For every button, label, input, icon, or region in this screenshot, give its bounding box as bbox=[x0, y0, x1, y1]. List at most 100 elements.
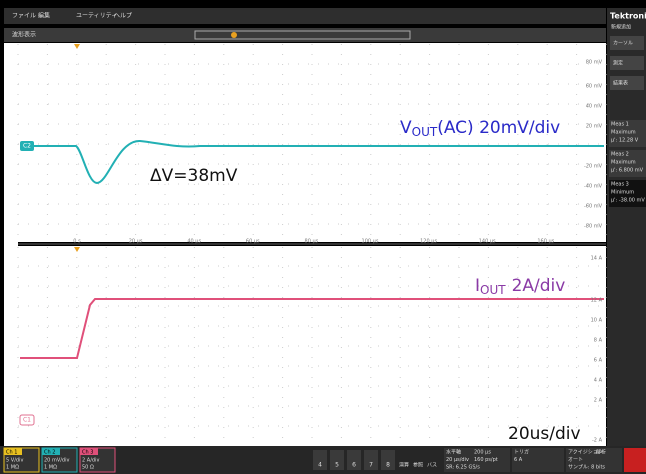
meas-value: µ': 6.800 mV bbox=[611, 168, 644, 174]
side-button[interactable] bbox=[610, 56, 644, 70]
view-marker bbox=[231, 32, 237, 38]
x-label: 80 µs bbox=[305, 239, 319, 245]
sub: OUT bbox=[480, 283, 506, 297]
meas-box[interactable] bbox=[609, 180, 646, 207]
status-box[interactable] bbox=[566, 448, 622, 472]
meas-name: Meas 3 bbox=[611, 182, 629, 188]
meas-box[interactable] bbox=[609, 120, 646, 147]
trigger-marker-lower bbox=[74, 247, 80, 252]
add-channel[interactable] bbox=[381, 450, 395, 470]
brand-sub: 新規追加 bbox=[611, 24, 631, 31]
channel-tab bbox=[4, 448, 22, 455]
tab-label: 波形表示 bbox=[12, 31, 36, 39]
channel-name: Ch 1 bbox=[6, 450, 17, 456]
side-button-label: 測定 bbox=[613, 60, 623, 67]
side-panel bbox=[607, 8, 646, 446]
y-label: -40 mV bbox=[584, 184, 603, 190]
extra-button[interactable]: 参照 bbox=[413, 462, 423, 469]
v: V bbox=[400, 118, 412, 138]
x-label: 160 µs bbox=[537, 239, 554, 245]
y-label: 8 A bbox=[594, 338, 603, 344]
channel-scale: 20 mV/div bbox=[44, 458, 69, 464]
vout-annotation: VOUT(AC) 20mV/div bbox=[400, 118, 560, 139]
extra-button[interactable]: バス bbox=[427, 463, 437, 469]
y-label: 12 A bbox=[591, 298, 603, 304]
trigger-marker bbox=[74, 44, 80, 49]
y-label: 4 A bbox=[594, 378, 603, 384]
side-button[interactable] bbox=[610, 36, 644, 50]
y-label: 40 mV bbox=[586, 104, 603, 110]
y-label: -2 A bbox=[592, 438, 603, 444]
menu-bar bbox=[4, 8, 606, 24]
y-label: -20 mV bbox=[584, 164, 603, 170]
ch2-marker-label: C2 bbox=[23, 143, 31, 150]
y-label: -60 mV bbox=[584, 204, 603, 210]
y-label: 2 A bbox=[594, 398, 603, 404]
add-channel-label: 6 bbox=[352, 462, 356, 469]
menu-item[interactable]: ユーティリティ bbox=[76, 13, 117, 20]
add-channel-label: 4 bbox=[318, 462, 322, 469]
iout-trace bbox=[20, 298, 604, 359]
meas-value: µ': -38.00 mV bbox=[611, 198, 645, 204]
y-label: 60 mV bbox=[586, 84, 603, 90]
left-margin bbox=[4, 43, 18, 446]
channel-scale: 5 V/div bbox=[6, 458, 23, 464]
y-label: 14 A bbox=[591, 256, 603, 262]
meas-value: µ': 12.28 V bbox=[611, 138, 639, 144]
status-box[interactable] bbox=[512, 448, 564, 472]
status-text: SR: 6.25 GS/s bbox=[446, 465, 480, 471]
x-label: 60 µs bbox=[246, 239, 260, 245]
add-channel-label: 8 bbox=[386, 462, 390, 469]
channel-name: Ch 3 bbox=[82, 450, 93, 456]
add-channel-label: 7 bbox=[369, 462, 373, 469]
status-text: 20 µs/div bbox=[446, 457, 469, 463]
add-channel[interactable] bbox=[330, 450, 344, 470]
x-label: 100 µs bbox=[362, 239, 379, 245]
side-button[interactable] bbox=[610, 76, 644, 90]
record-view bbox=[194, 30, 411, 40]
channel-tab bbox=[80, 448, 98, 455]
grid bbox=[17, 44, 607, 445]
extra-button[interactable]: 演算 bbox=[399, 462, 409, 469]
timebase-annotation: 20us/div bbox=[508, 424, 581, 444]
status-text: 160 ps/pt bbox=[474, 457, 498, 463]
meas-name: Meas 1 bbox=[611, 122, 629, 128]
ch2-marker bbox=[20, 141, 34, 151]
meas-name: Meas 2 bbox=[611, 152, 629, 158]
meas-box[interactable] bbox=[609, 150, 646, 177]
run-button[interactable] bbox=[624, 448, 646, 472]
add-channel[interactable] bbox=[313, 450, 327, 470]
x-label: 120 µs bbox=[420, 239, 437, 245]
upper-plot bbox=[18, 43, 606, 242]
side-button-label: 結果表 bbox=[613, 80, 628, 87]
add-channel[interactable] bbox=[347, 450, 361, 470]
channel-name: Ch 2 bbox=[44, 450, 55, 456]
menu-item[interactable]: ファイル bbox=[12, 13, 36, 20]
delta-annotation: ΔV=38mV bbox=[150, 166, 238, 186]
channel-imp: 1 MΩ bbox=[44, 465, 57, 471]
y-label: 20 mV bbox=[586, 124, 603, 130]
status-text: 200 µs bbox=[474, 450, 491, 456]
ch1-marker bbox=[19, 414, 35, 426]
meas-kind: Maximum bbox=[611, 130, 636, 136]
status-text: 6 A bbox=[514, 457, 523, 463]
menu-item[interactable]: 編集 bbox=[38, 12, 50, 20]
status-text: 水平軸 bbox=[446, 449, 461, 456]
status-text: アクイジション bbox=[568, 450, 603, 456]
channel-imp: 50 Ω bbox=[82, 465, 94, 471]
i: I bbox=[475, 276, 480, 296]
status-box[interactable] bbox=[444, 448, 510, 472]
y-label: 10 A bbox=[591, 318, 603, 324]
y-label: 80 mV bbox=[586, 60, 603, 66]
add-channel[interactable] bbox=[364, 450, 378, 470]
rest: 2A/div bbox=[512, 276, 566, 296]
ch1-marker-label: C1 bbox=[23, 417, 31, 424]
x-label: 20 µs bbox=[129, 239, 143, 245]
y-label: 6 A bbox=[594, 358, 603, 364]
channel-imp: 1 MΩ bbox=[6, 465, 19, 471]
status-text: オート bbox=[568, 457, 583, 463]
menu-item[interactable]: ヘルプ bbox=[114, 13, 132, 20]
channel-scale: 2 A/div bbox=[82, 458, 99, 464]
